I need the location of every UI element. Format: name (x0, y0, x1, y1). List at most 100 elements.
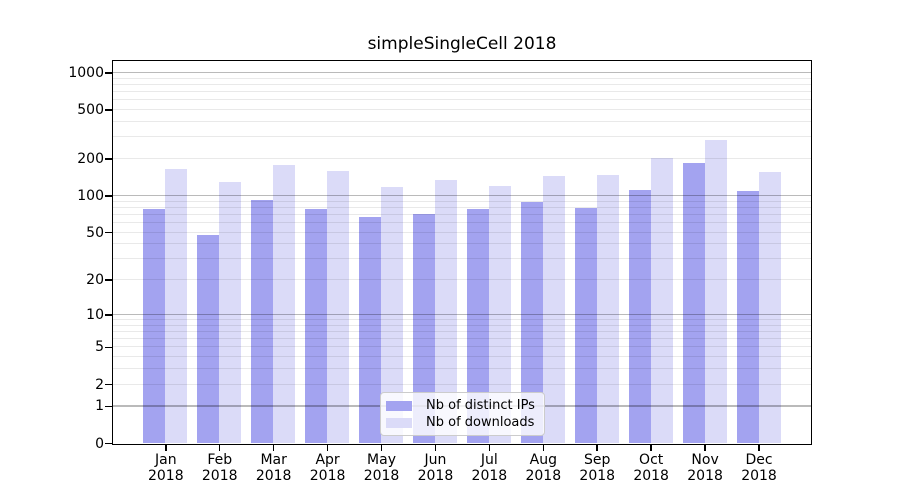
gridline-minor-400 (113, 121, 811, 122)
x-tick-label-line: 2018 (471, 467, 508, 484)
bar-nb-of-distinct-ips-mar-2018 (251, 199, 274, 443)
legend: Nb of distinct IPs Nb of downloads (380, 392, 545, 436)
x-tick-label-oct-2018: Oct 2018 (611, 452, 691, 484)
x-tick-label-line: 2018 (201, 467, 238, 484)
x-tick-label-line: 2018 (255, 467, 292, 484)
y-tick-label-500: 500 (77, 102, 104, 119)
x-tick-jul-2018 (488, 445, 491, 451)
x-tick-label-jun-2018: Jun 2018 (395, 452, 475, 484)
gridline-minor-200 (113, 158, 811, 160)
bars-layer (113, 61, 811, 444)
bar-nb-of-downloads-sep-2018 (596, 174, 619, 443)
x-tick-label-line: Jun (424, 452, 447, 468)
gridline-major-10 (113, 313, 811, 316)
x-tick-label-line: 2018 (579, 467, 616, 484)
gridline-minor-500 (113, 109, 811, 111)
x-tick-label-dec-2018: Dec 2018 (719, 452, 799, 484)
legend-label-downloads: Nb of downloads (426, 415, 535, 430)
y-tick-10 (105, 314, 112, 316)
x-tick-label-feb-2018: Feb 2018 (180, 452, 260, 484)
plot-area (112, 60, 812, 445)
bar-nb-of-downloads-oct-2018 (650, 158, 673, 443)
y-tick-20 (105, 279, 112, 281)
bar-nb-of-distinct-ips-apr-2018 (305, 209, 328, 443)
gridline-minor-800 (113, 83, 811, 85)
bar-nb-of-distinct-ips-dec-2018 (736, 191, 759, 443)
gridline-minor-40 (113, 243, 811, 245)
gridline-minor-600 (113, 99, 811, 101)
gridline-major-1000 (113, 71, 811, 74)
x-tick-nov-2018 (704, 445, 706, 451)
x-tick-label-line: 2018 (147, 467, 184, 484)
legend-swatch-downloads (386, 417, 412, 428)
y-tick-label-100: 100 (77, 187, 104, 204)
x-tick-label-line: Jan (155, 452, 177, 468)
x-tick-label-sep-2018: Sep 2018 (557, 452, 637, 484)
bar-nb-of-distinct-ips-may-2018 (359, 217, 382, 443)
gridline-minor-7 (113, 330, 811, 332)
y-tick-label-1: 1 (95, 398, 104, 415)
x-tick-label-line: 2018 (417, 467, 454, 484)
gridline-minor-900 (113, 77, 811, 79)
y-tick-1000 (105, 72, 112, 74)
x-tick-label-line: 2018 (741, 467, 777, 484)
gridline-minor-9 (113, 319, 811, 320)
x-tick-label-line: Oct (639, 452, 664, 468)
bar-nb-of-distinct-ips-jan-2018 (143, 209, 166, 443)
bar-nb-of-downloads-nov-2018 (704, 139, 727, 443)
x-tick-label-line: Jul (480, 452, 498, 468)
x-tick-label-line: 2018 (525, 467, 562, 484)
grid-layer (113, 61, 811, 444)
x-tick-aug-2018 (542, 445, 545, 451)
y-tick-label-1000: 1000 (68, 64, 104, 81)
x-tick-label-line: Apr (315, 452, 340, 468)
x-tick-label-line: Mar (260, 452, 287, 468)
bar-nb-of-downloads-feb-2018 (219, 181, 242, 443)
gridline-minor-2 (113, 383, 811, 385)
gridline-minor-90 (113, 200, 811, 202)
x-tick-label-may-2018: May 2018 (342, 452, 422, 484)
bar-nb-of-downloads-apr-2018 (327, 170, 350, 443)
y-tick-label-20: 20 (86, 272, 104, 289)
bar-nb-of-distinct-ips-aug-2018 (520, 201, 543, 443)
x-tick-label-line: Nov (691, 452, 719, 468)
x-tick-oct-2018 (650, 445, 652, 451)
x-tick-label-line: Sep (584, 452, 611, 468)
x-tick-jan-2018 (165, 445, 167, 451)
gridline-minor-3 (113, 368, 811, 370)
gridline-minor-50 (113, 231, 811, 233)
x-tick-feb-2018 (218, 445, 221, 451)
y-tick-0 (105, 442, 112, 445)
x-tick-label-mar-2018: Mar 2018 (234, 452, 314, 484)
x-tick-sep-2018 (596, 445, 598, 451)
y-tick-label-200: 200 (77, 151, 104, 168)
x-tick-label-line: 2018 (309, 467, 346, 484)
x-tick-apr-2018 (326, 445, 329, 451)
x-tick-label-jan-2018: Jan 2018 (126, 452, 206, 484)
x-tick-label-line: 2018 (687, 467, 723, 484)
gridline-minor-60 (113, 222, 811, 223)
y-tick-5 (105, 346, 112, 349)
bar-nb-of-downloads-mar-2018 (273, 165, 296, 443)
bar-nb-of-distinct-ips-sep-2018 (574, 207, 597, 443)
y-tick-1 (105, 405, 112, 408)
bar-nb-of-distinct-ips-jul-2018 (466, 208, 489, 443)
y-tick-label-2: 2 (95, 376, 104, 393)
x-tick-label-line: Feb (207, 452, 233, 468)
bar-nb-of-downloads-dec-2018 (758, 172, 781, 443)
chart-title: simpleSingleCell 2018 (367, 34, 557, 54)
x-tick-label-nov-2018: Nov 2018 (665, 452, 745, 484)
x-tick-label-line: 2018 (633, 467, 669, 484)
gridline-major-100 (113, 194, 811, 197)
x-tick-label-jul-2018: Jul 2018 (449, 452, 529, 484)
bar-nb-of-downloads-jul-2018 (488, 185, 511, 443)
x-tick-may-2018 (380, 445, 383, 451)
y-tick-2 (105, 383, 112, 386)
x-tick-mar-2018 (272, 445, 275, 451)
y-tick-label-0: 0 (95, 435, 104, 452)
x-tick-label-line: May (367, 452, 396, 468)
gridline-minor-80 (113, 206, 811, 208)
x-tick-jun-2018 (434, 445, 437, 451)
bar-nb-of-distinct-ips-nov-2018 (682, 163, 705, 443)
